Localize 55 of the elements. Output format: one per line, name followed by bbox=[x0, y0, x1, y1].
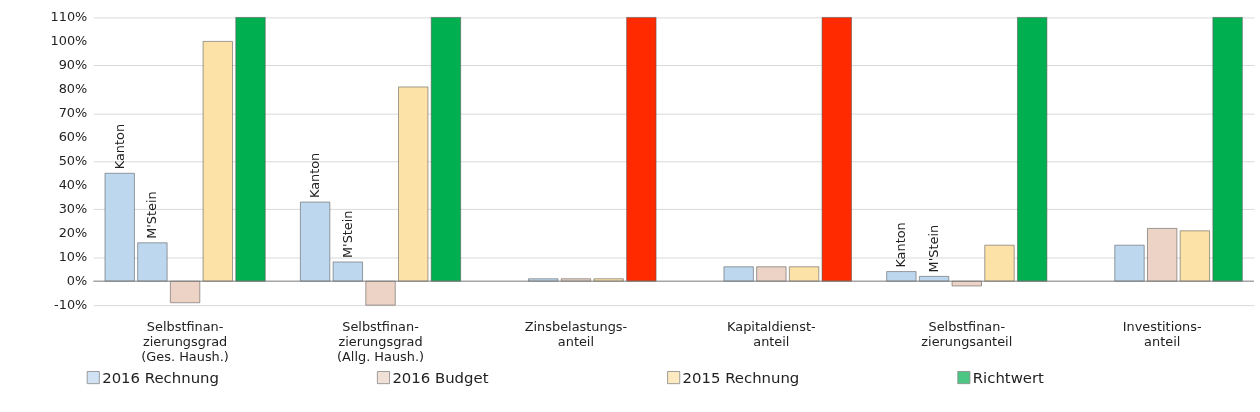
x-tick-label: Zinsbelastungs- anteil bbox=[524, 319, 628, 350]
y-tick-label: 80% bbox=[58, 81, 88, 97]
x-tick-label: Selbstfinan- zierungsanteil bbox=[921, 319, 1013, 350]
bar bbox=[202, 41, 233, 282]
x-tick-label: Selbstfinan- zierungsgrad (Allg. Haush.) bbox=[336, 319, 425, 365]
y-tick-label: 40% bbox=[58, 177, 88, 193]
bar bbox=[169, 280, 201, 304]
y-tick-label: 30% bbox=[58, 201, 88, 217]
y-tick-label: 10% bbox=[58, 249, 88, 265]
x-tick-label: Selbstfinan- zierungsgrad (Ges. Haush.) bbox=[141, 319, 229, 365]
y-tick-label: 90% bbox=[58, 57, 88, 73]
data-label: M'Stein bbox=[339, 210, 355, 259]
bar bbox=[1212, 17, 1243, 282]
x-tick-label: Kapitaldienst- anteil bbox=[727, 319, 817, 350]
bar bbox=[723, 266, 754, 282]
bar bbox=[951, 280, 982, 287]
bar bbox=[528, 278, 559, 282]
bar bbox=[365, 280, 396, 306]
bar bbox=[430, 17, 462, 282]
legend-label: 2015 Rechnung bbox=[682, 368, 800, 387]
bar bbox=[886, 271, 917, 282]
bar bbox=[821, 17, 852, 282]
y-tick-label: 100% bbox=[50, 33, 88, 49]
bar bbox=[137, 242, 168, 282]
bar bbox=[104, 172, 135, 282]
bar bbox=[756, 266, 787, 282]
y-tick-label: -10% bbox=[54, 297, 88, 313]
x-tick-label: Investitions- anteil bbox=[1122, 319, 1202, 350]
bar bbox=[626, 17, 657, 282]
bar bbox=[984, 244, 1015, 282]
bar bbox=[300, 201, 331, 282]
bar bbox=[788, 266, 820, 282]
y-tick-label: 50% bbox=[58, 153, 88, 169]
bar bbox=[332, 261, 363, 282]
bar bbox=[593, 278, 624, 282]
y-tick-label: 0% bbox=[66, 273, 88, 289]
data-label: M'Stein bbox=[144, 191, 160, 239]
bar bbox=[560, 278, 592, 282]
data-label: Kanton bbox=[307, 152, 323, 199]
legend-label: 2016 Rechnung bbox=[102, 368, 219, 387]
bar bbox=[1114, 244, 1145, 282]
y-tick-label: 60% bbox=[58, 129, 88, 145]
data-label: Kanton bbox=[111, 123, 127, 170]
bar bbox=[1147, 228, 1178, 282]
legend-label: 2016 Budget bbox=[392, 368, 489, 387]
bar bbox=[1017, 17, 1048, 282]
data-label: M'Stein bbox=[926, 224, 942, 273]
legend-label: Richtwert bbox=[972, 368, 1045, 387]
y-tick-label: 20% bbox=[58, 225, 88, 241]
y-tick-label: 110% bbox=[50, 9, 88, 25]
bar bbox=[235, 17, 266, 282]
y-tick-label: 70% bbox=[58, 105, 88, 121]
bar bbox=[1179, 230, 1211, 282]
data-label: Kanton bbox=[893, 222, 909, 268]
bar bbox=[398, 86, 429, 282]
